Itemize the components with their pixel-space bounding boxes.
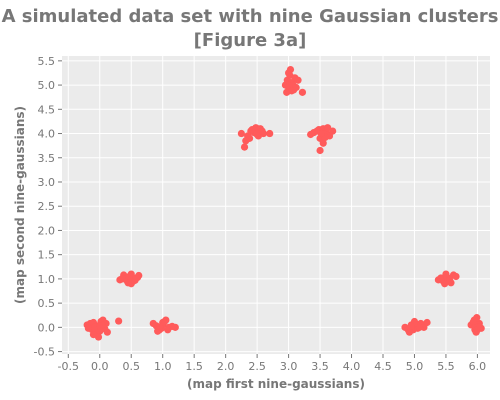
y-tick-label: 2.0 xyxy=(38,224,56,237)
data-point xyxy=(253,129,261,138)
data-point xyxy=(96,327,104,335)
data-point xyxy=(127,280,135,288)
x-tick-label: 1.0 xyxy=(154,360,172,373)
data-point xyxy=(316,146,324,155)
data-point xyxy=(84,324,93,332)
y-tick-label: -0.5 xyxy=(34,346,55,359)
data-point xyxy=(294,76,302,84)
y-tick-label: 0.0 xyxy=(38,321,56,334)
data-point xyxy=(441,280,449,288)
chart-title-line2: [Figure 3a] xyxy=(194,30,307,51)
data-point xyxy=(125,272,133,281)
x-tick-label: 3.0 xyxy=(280,360,298,373)
data-point xyxy=(317,129,325,138)
data-point xyxy=(452,272,460,281)
y-tick-label: 5.0 xyxy=(38,79,56,92)
y-axis: -0.5 0.0 0.5 1.0 1.5 2.0 2.5 3.0 3.5 4.0 4.5 5.0 5.5 xyxy=(34,55,62,359)
y-tick-label: 0.5 xyxy=(38,297,56,310)
data-point xyxy=(415,323,424,331)
data-points xyxy=(83,65,485,341)
y-tick-label: 3.5 xyxy=(38,152,56,165)
x-tick-label: 4.5 xyxy=(374,360,392,373)
data-point xyxy=(96,322,104,330)
grid-lines xyxy=(62,56,490,354)
x-tick-label: 1.5 xyxy=(185,360,203,373)
x-tick-label: 2.0 xyxy=(217,360,235,373)
data-point xyxy=(160,317,169,326)
data-point xyxy=(329,127,337,135)
x-tick-label: 5.0 xyxy=(406,360,424,373)
x-tick-label: 5.5 xyxy=(437,360,455,373)
data-point xyxy=(89,331,98,339)
data-point xyxy=(446,276,454,284)
data-point xyxy=(115,317,123,325)
data-point xyxy=(171,323,179,331)
plot-area xyxy=(62,56,490,354)
data-point xyxy=(240,143,249,151)
y-tick-label: 1.5 xyxy=(38,249,56,262)
y-axis-label: (map second nine-gaussians) xyxy=(13,106,27,304)
chart-title-line1: A simulated data set with nine Gaussian … xyxy=(2,6,499,27)
data-point xyxy=(103,328,111,336)
data-point xyxy=(135,271,143,280)
y-tick-label: 2.5 xyxy=(38,200,56,213)
y-tick-label: 5.5 xyxy=(38,55,56,68)
x-axis-label: (map first nine-gaussians) xyxy=(187,377,365,391)
x-tick-label: 2.5 xyxy=(248,360,266,373)
x-tick-label: -0.5 xyxy=(58,360,79,373)
y-tick-label: 1.0 xyxy=(38,273,56,286)
y-tick-label: 3.0 xyxy=(38,176,56,189)
data-point xyxy=(407,322,415,330)
data-point xyxy=(237,129,245,138)
data-point xyxy=(442,270,450,278)
data-point xyxy=(164,326,172,334)
data-point xyxy=(319,139,327,147)
data-point xyxy=(155,323,164,331)
data-point xyxy=(266,129,274,138)
x-axis: -0.5 0.0 0.5 1.0 1.5 2.0 2.5 3.0 3.5 4.0 4.5 5.0 5.5… xyxy=(58,354,487,373)
data-point xyxy=(284,69,293,77)
data-point xyxy=(288,87,296,95)
data-point xyxy=(298,88,307,96)
x-tick-label: 0.0 xyxy=(91,360,109,373)
x-tick-label: 0.5 xyxy=(122,360,140,373)
x-tick-label: 3.5 xyxy=(311,360,329,373)
data-point xyxy=(473,314,481,322)
data-point xyxy=(423,318,431,327)
x-tick-label: 6.0 xyxy=(469,360,487,373)
data-point xyxy=(324,124,332,132)
y-tick-label: 4.0 xyxy=(38,128,56,141)
x-tick-label: 4.0 xyxy=(343,360,361,373)
y-tick-label: 4.5 xyxy=(38,103,56,116)
data-point xyxy=(476,323,484,331)
data-point xyxy=(118,275,126,283)
data-point xyxy=(242,137,250,145)
data-point xyxy=(248,126,256,134)
